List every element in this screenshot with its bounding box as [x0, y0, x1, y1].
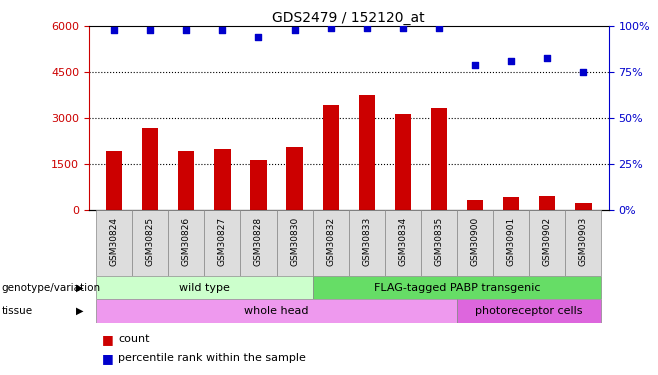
Bar — [529, 210, 565, 276]
Text: ▶: ▶ — [76, 306, 84, 316]
Bar — [349, 210, 385, 276]
Text: GSM30827: GSM30827 — [218, 217, 227, 266]
Text: GSM30833: GSM30833 — [363, 217, 371, 267]
Text: tissue: tissue — [1, 306, 32, 316]
Point — [181, 27, 191, 33]
Bar — [395, 114, 411, 210]
Bar — [215, 149, 230, 210]
Point — [145, 27, 155, 33]
Text: wild type: wild type — [179, 283, 230, 292]
Text: ■: ■ — [102, 333, 114, 346]
Text: GSM30900: GSM30900 — [470, 217, 480, 267]
Text: GSM30835: GSM30835 — [434, 217, 443, 267]
Text: GSM30830: GSM30830 — [290, 217, 299, 267]
Bar — [457, 210, 493, 276]
Text: whole head: whole head — [244, 306, 309, 316]
Text: GSM30834: GSM30834 — [398, 217, 407, 266]
Bar — [142, 128, 159, 210]
Title: GDS2479 / 152120_at: GDS2479 / 152120_at — [272, 11, 425, 25]
Text: GSM30903: GSM30903 — [579, 217, 588, 267]
Point — [506, 58, 517, 64]
Text: GSM30901: GSM30901 — [507, 217, 516, 267]
Bar — [457, 299, 601, 322]
Bar — [96, 276, 313, 299]
Bar — [96, 299, 457, 322]
Point — [361, 25, 372, 31]
Text: GSM30826: GSM30826 — [182, 217, 191, 266]
Text: GSM30824: GSM30824 — [110, 217, 118, 266]
Text: ■: ■ — [102, 352, 114, 364]
Bar — [322, 105, 339, 210]
Bar — [96, 210, 132, 276]
Point — [217, 27, 228, 33]
Bar — [205, 210, 240, 276]
Bar — [503, 198, 519, 210]
Bar — [431, 108, 447, 210]
Point — [542, 54, 553, 60]
Point — [578, 69, 589, 75]
Bar — [106, 150, 122, 210]
Text: GSM30832: GSM30832 — [326, 217, 335, 266]
Bar — [467, 200, 483, 210]
Point — [470, 62, 480, 68]
Bar — [276, 210, 313, 276]
Bar — [539, 196, 555, 210]
Bar — [251, 160, 266, 210]
Bar — [493, 210, 529, 276]
Text: ▶: ▶ — [76, 283, 84, 292]
Bar — [421, 210, 457, 276]
Text: percentile rank within the sample: percentile rank within the sample — [118, 353, 307, 363]
Bar — [168, 210, 205, 276]
Text: GSM30828: GSM30828 — [254, 217, 263, 266]
Bar — [178, 150, 194, 210]
Bar — [565, 210, 601, 276]
Bar — [286, 147, 303, 210]
Bar — [313, 210, 349, 276]
Point — [326, 25, 336, 31]
Text: GSM30825: GSM30825 — [145, 217, 155, 266]
Text: FLAG-tagged PABP transgenic: FLAG-tagged PABP transgenic — [374, 283, 540, 292]
Text: count: count — [118, 334, 150, 344]
Bar — [575, 203, 592, 210]
Text: photoreceptor cells: photoreceptor cells — [476, 306, 583, 316]
Bar — [132, 210, 168, 276]
Bar — [240, 210, 276, 276]
Point — [434, 25, 444, 31]
Bar — [313, 276, 601, 299]
Point — [253, 34, 264, 40]
Point — [109, 27, 119, 33]
Bar — [359, 95, 375, 210]
Text: genotype/variation: genotype/variation — [1, 283, 101, 292]
Text: GSM30902: GSM30902 — [543, 217, 552, 266]
Point — [290, 27, 300, 33]
Bar — [385, 210, 421, 276]
Point — [397, 25, 408, 31]
